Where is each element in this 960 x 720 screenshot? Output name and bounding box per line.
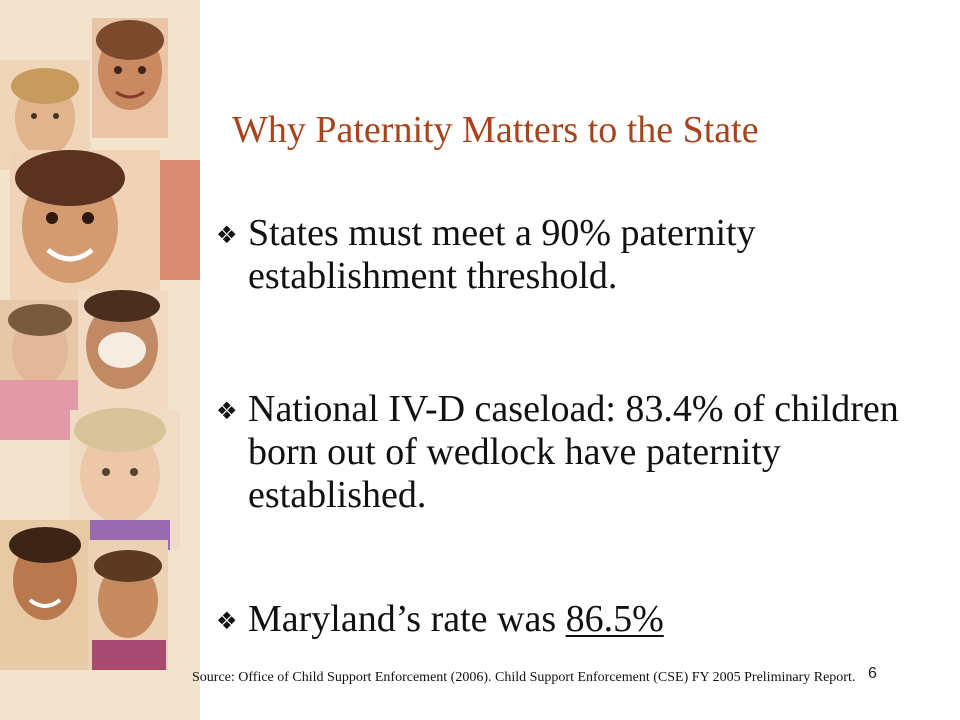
bullet-text: National IV-D caseload: 83.4% of childre… <box>248 388 899 516</box>
slide-title: Why Paternity Matters to the State <box>232 109 759 151</box>
bullet-item: ❖ Maryland’s rate was 86.5% <box>216 598 664 641</box>
collage-art <box>0 0 200 720</box>
diamond-bullet-icon: ❖ <box>216 221 238 249</box>
bullet-item: ❖ National IV-D caseload: 83.4% of child… <box>216 388 936 517</box>
diamond-bullet-icon: ❖ <box>216 607 238 635</box>
page-number: 6 <box>868 665 877 682</box>
diamond-bullet-icon: ❖ <box>216 397 238 425</box>
bullet-text: States must meet a 90% paternity establi… <box>248 212 756 297</box>
highlighted-rate: 86.5% <box>565 598 664 640</box>
children-faces-collage <box>0 0 200 720</box>
source-note: Source: Office of Child Support Enforcem… <box>192 670 856 685</box>
bullet-text: Maryland’s rate was <box>248 598 566 640</box>
bullet-item: ❖ States must meet a 90% paternity estab… <box>216 212 936 298</box>
